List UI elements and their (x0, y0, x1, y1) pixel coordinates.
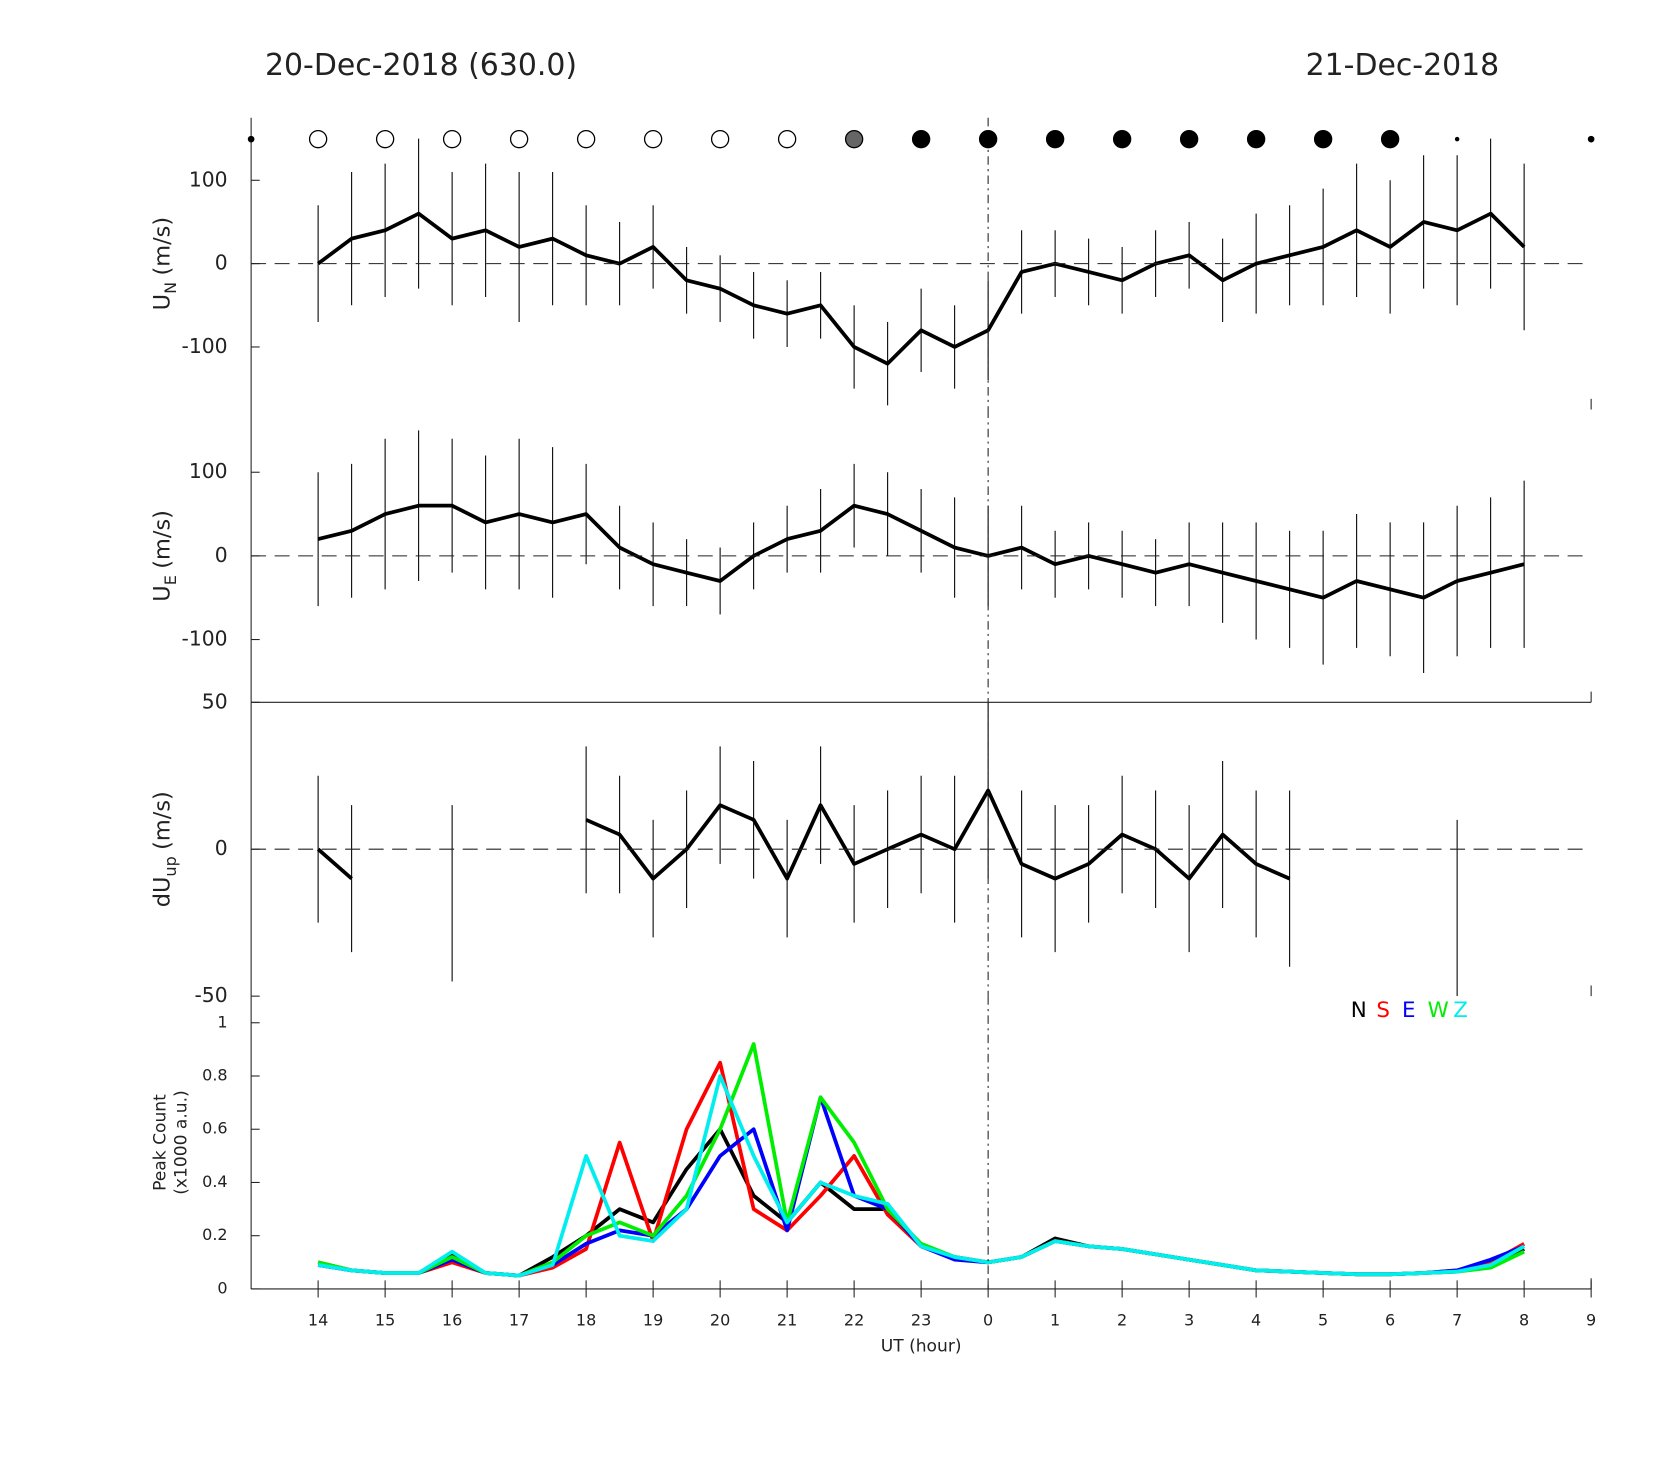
x-tick-label: 15 (375, 1310, 395, 1329)
x-tick-label: 8 (1519, 1310, 1529, 1329)
y-label-main: dU (149, 877, 175, 908)
y-label: Peak Count (150, 1094, 170, 1191)
y-tick-label: 100 (189, 167, 228, 191)
sky-marker (375, 129, 395, 149)
y-tick-label: 1 (217, 1012, 227, 1031)
data-line (317, 1042, 1525, 1278)
y-tick-label: -100 (182, 627, 228, 651)
sky-marker (247, 135, 255, 143)
x-tick-label: 4 (1251, 1310, 1261, 1329)
sky-marker (777, 129, 797, 149)
x-tick-label: 18 (576, 1310, 596, 1329)
x-tick-label: 20 (710, 1310, 730, 1329)
legend-entry: Z (1453, 998, 1468, 1023)
sky-marker (911, 129, 931, 149)
sky-marker (1112, 129, 1132, 149)
y-tick-label: 50 (202, 689, 228, 713)
x-tick-label: 7 (1452, 1310, 1462, 1329)
y-label-unit: (m/s) (149, 217, 175, 276)
panel (317, 138, 1526, 406)
sky-marker (1313, 129, 1333, 149)
y-label-sub: up (160, 856, 179, 876)
y-label-main: U (149, 294, 175, 310)
data-line (317, 1074, 1526, 1278)
legend-entry: E (1402, 998, 1416, 1023)
x-tick-label: 6 (1385, 1310, 1395, 1329)
x-tick-label: 14 (308, 1310, 328, 1329)
data-line (317, 211, 1526, 366)
y-tick-label: 0.8 (202, 1066, 227, 1085)
legend-entry: S (1376, 998, 1390, 1023)
x-tick-label: 19 (643, 1310, 663, 1329)
x-tick-label: 0 (983, 1310, 993, 1329)
sky-marker (308, 129, 328, 149)
y-label-unit: (m/s) (149, 510, 175, 569)
sky-marker (1380, 129, 1400, 149)
sky-marker (1045, 129, 1065, 149)
y-label-2: (x1000 a.u.) (172, 1090, 192, 1194)
y-label: dUup (m/s) (149, 791, 180, 907)
sky-marker (442, 129, 462, 149)
sky-marker (1587, 135, 1595, 143)
data-line (317, 503, 1525, 600)
y-tick-label: 0 (215, 543, 228, 567)
x-tick-label: 23 (911, 1310, 931, 1329)
x-tick-label: 5 (1318, 1310, 1328, 1329)
y-tick-label: -100 (182, 334, 228, 358)
y-label-main: U (149, 585, 175, 601)
y-label: UE (m/s) (149, 510, 180, 602)
chart-title-right: 21-Dec-2018 (1306, 48, 1500, 83)
y-tick-label: 0.6 (202, 1119, 227, 1138)
y-tick-label: 100 (189, 459, 228, 483)
y-tick-label: 0.2 (202, 1225, 227, 1244)
y-tick-label: 0.4 (202, 1172, 227, 1191)
panel (317, 1042, 1526, 1278)
y-tick-label: -50 (194, 983, 227, 1007)
x-tick-label: 2 (1117, 1310, 1127, 1329)
x-tick-label: 16 (442, 1310, 462, 1329)
x-label: UT (hour) (881, 1337, 962, 1357)
y-label-sub: E (160, 575, 179, 585)
x-tick-label: 3 (1184, 1310, 1194, 1329)
x-tick-label: 1 (1050, 1310, 1060, 1329)
y-tick-label: 0 (215, 836, 228, 860)
x-tick-label: 17 (509, 1310, 529, 1329)
y-label: UN (m/s) (149, 217, 180, 310)
legend-entry: N (1351, 998, 1367, 1023)
data-line (317, 1127, 1525, 1278)
y-tick-label: 0 (215, 251, 228, 275)
chart-title: 20-Dec-2018 (630.0) (265, 48, 577, 83)
sky-marker (1246, 129, 1266, 149)
sky-marker (509, 129, 529, 149)
sky-marker (1179, 129, 1199, 149)
sky-marker (1454, 136, 1460, 142)
x-tick-label: 9 (1586, 1310, 1596, 1329)
sky-marker (844, 129, 864, 149)
sky-marker (710, 129, 730, 149)
sky-marker (576, 129, 596, 149)
panel (317, 430, 1525, 674)
sky-marker (643, 129, 663, 149)
y-label-unit: (m/s) (149, 791, 175, 850)
legend-entry: W (1428, 998, 1449, 1023)
sky-marker (978, 129, 998, 149)
y-label-sub: N (160, 282, 179, 294)
x-tick-label: 21 (777, 1310, 797, 1329)
y-tick-label: 0 (217, 1278, 227, 1297)
x-tick-label: 22 (844, 1310, 864, 1329)
data-line (317, 1095, 1525, 1278)
